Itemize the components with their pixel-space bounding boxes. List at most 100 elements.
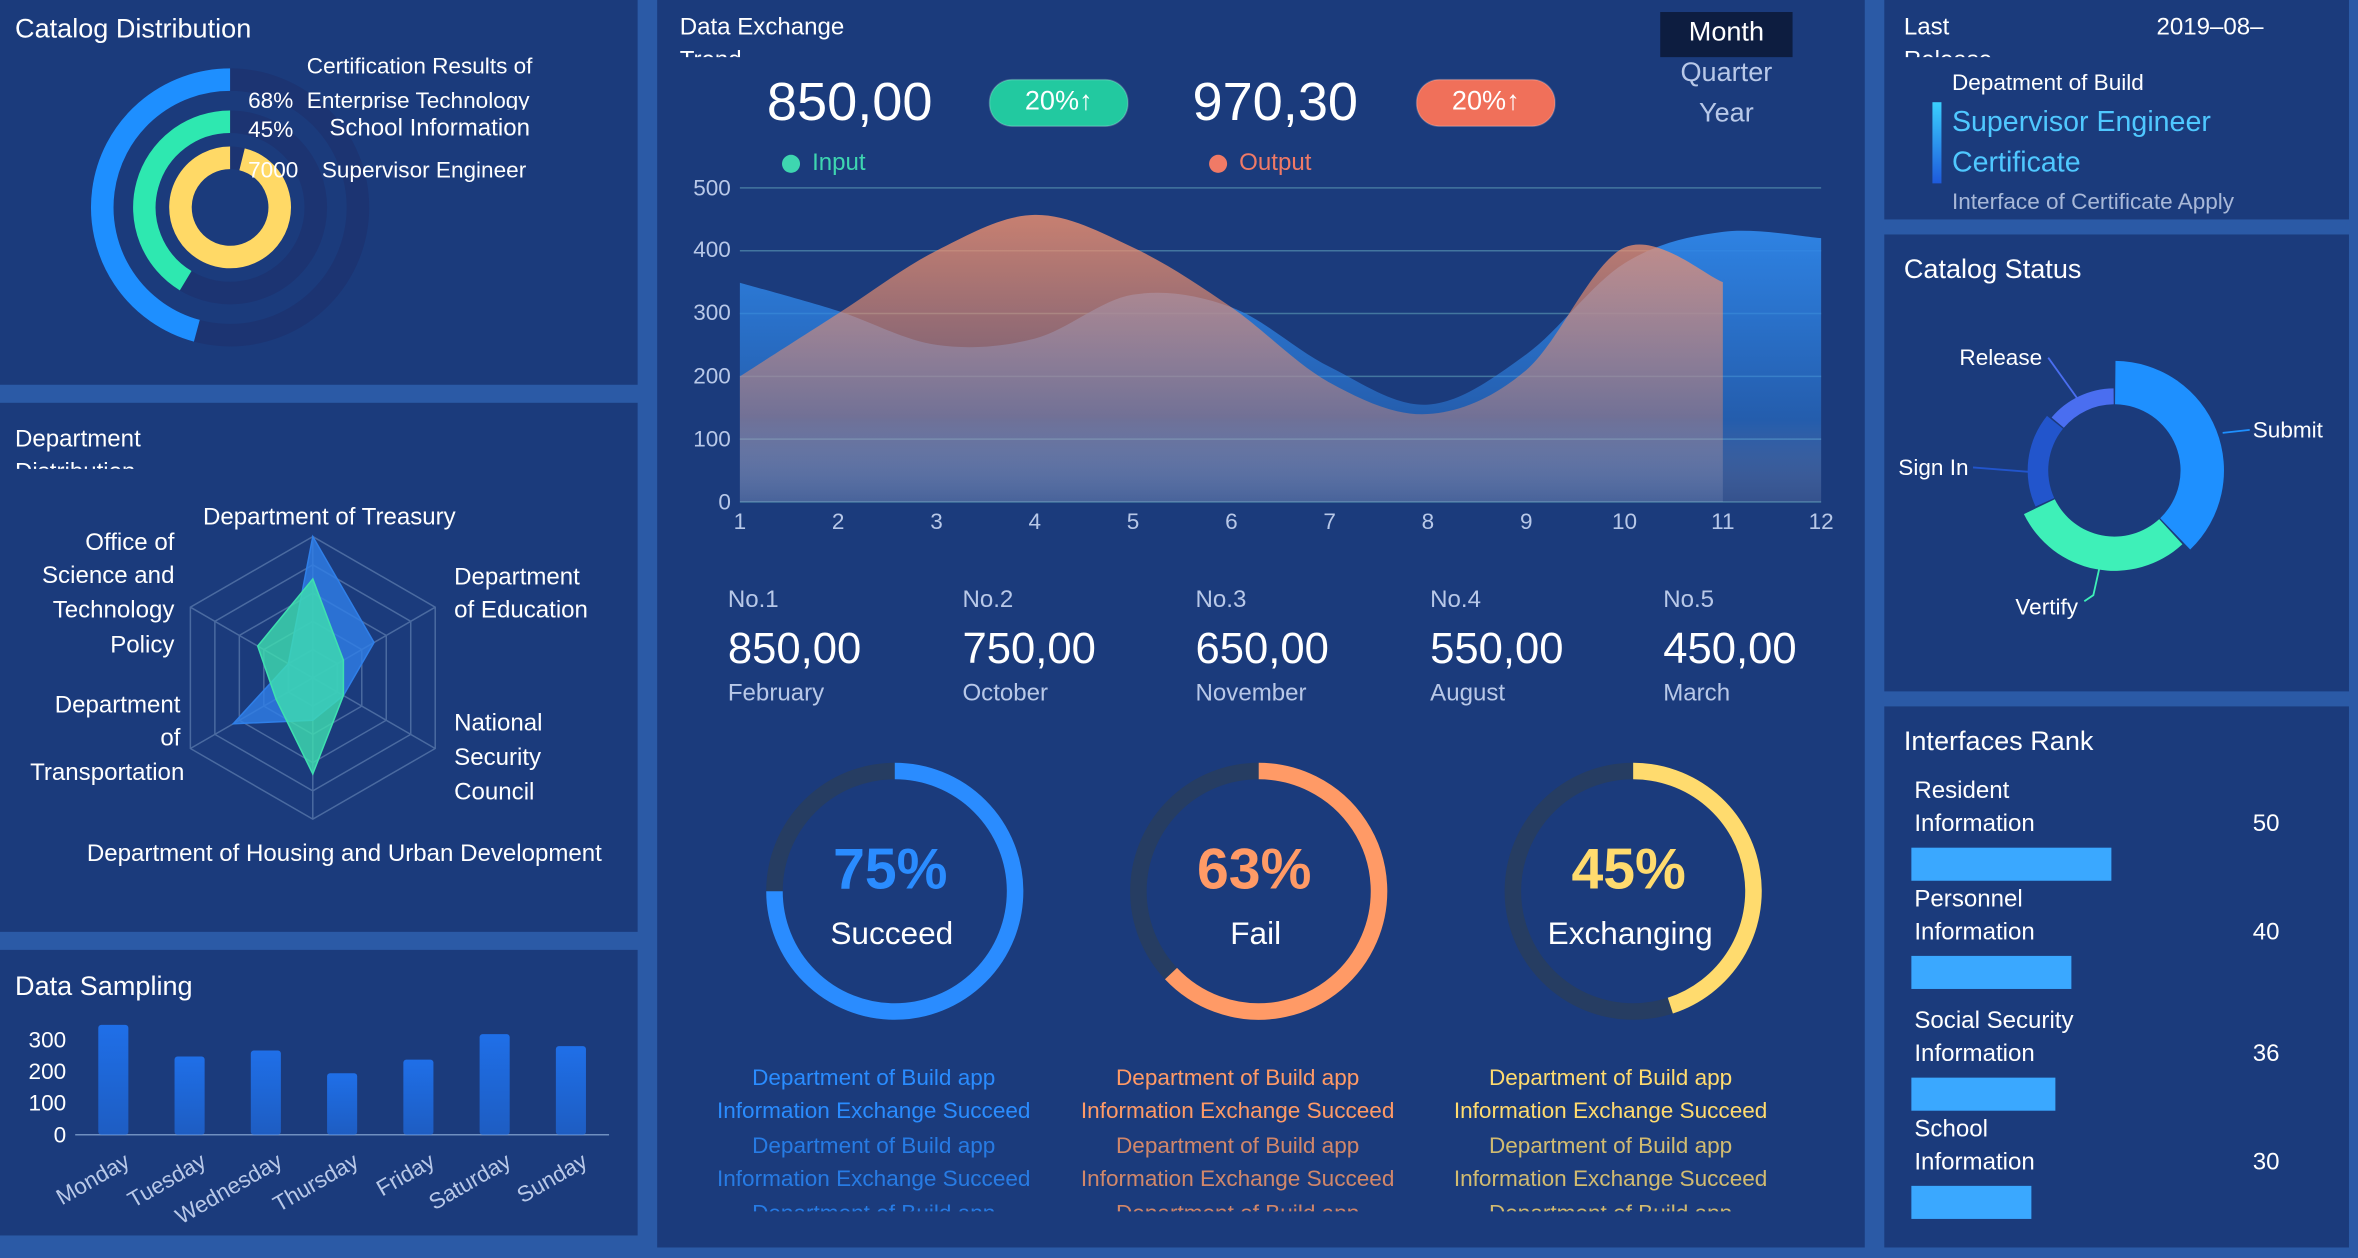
bar [1911, 1077, 2056, 1111]
message: Department of Build app [1489, 1198, 1732, 1212]
message: Department of Build app [1116, 1198, 1359, 1212]
bar [555, 1046, 586, 1135]
panel-title: Catalog Status [1903, 254, 2082, 285]
period-button[interactable]: Month [1688, 17, 1765, 48]
message: Department of Build app [1116, 1132, 1360, 1159]
donut-label: Vertify [2015, 594, 2079, 620]
leader-line [1972, 466, 2031, 473]
rank-item-label: Resident Information [1914, 778, 2035, 838]
x-tick-label: 11 [1711, 508, 1735, 535]
x-tick-label: Monday [52, 1148, 135, 1210]
ring-bar [133, 110, 231, 291]
gauge-arc [1164, 762, 1388, 1020]
rank-value: 750,00 [962, 624, 1096, 673]
bar [327, 1073, 358, 1135]
ring-value-label: 45% [248, 116, 294, 143]
title-clip: Last Release [1904, 12, 2054, 57]
donut-segment [2023, 499, 2183, 571]
y-tick-label: 0 [718, 489, 731, 515]
message: Information Exchange Succeed [716, 1098, 1031, 1125]
release-name: Supervisor Engineer Certificate [1951, 105, 2211, 179]
x-tick-label: 9 [1519, 508, 1533, 535]
message: Department of Build app [752, 1132, 996, 1159]
area [739, 214, 1723, 502]
rank-value: 650,00 [1195, 624, 1329, 673]
panel-title: Department Distribution [15, 426, 141, 469]
message: Information Exchange Succeed [1080, 1166, 1395, 1193]
rank-item-value: 40 [2252, 919, 2280, 946]
gauge-value: 63% [1197, 839, 1312, 903]
rank-month: November [1195, 680, 1307, 707]
interface-name: Interface of Certificate Apply [1951, 188, 2235, 215]
x-tick-label: 2 [831, 508, 845, 535]
message: Department of Build app [1488, 1132, 1733, 1159]
y-tick-label: 300 [28, 1027, 67, 1053]
release-date: 2019–08– [2156, 14, 2264, 41]
title-clip: Department Distribution [15, 424, 180, 469]
y-tick-label: 400 [693, 237, 731, 264]
rank-month: August [1430, 680, 1506, 707]
message: Department of Build app [1488, 1064, 1733, 1091]
gauge-label: Exchanging [1547, 917, 1713, 952]
ring-bar [169, 146, 291, 269]
bar [403, 1059, 434, 1135]
radar-label: National Security Council [454, 710, 543, 805]
x-tick-label: 8 [1421, 508, 1435, 535]
radar-label: Department of Education [454, 564, 588, 625]
ring-bar [90, 68, 231, 342]
x-tick-label: 5 [1126, 508, 1140, 535]
legend-label: Input [812, 149, 866, 176]
x-tick-label: 7 [1323, 508, 1336, 535]
leader-line [2222, 428, 2250, 434]
donut-label: Release [1959, 344, 2043, 371]
y-tick-label: 0 [53, 1121, 67, 1148]
x-tick-label: 1 [733, 508, 747, 535]
radar-area [256, 577, 345, 776]
message-list: Department of Build app Information Excha… [1012, 1061, 1463, 1212]
stat-value: 850,00 [766, 70, 933, 132]
panel-title: Data Sampling [15, 971, 193, 1002]
x-tick-label: Thursday [269, 1148, 364, 1217]
bar [1911, 1185, 2032, 1219]
radar-label: Department of Housing and Urban Developm… [86, 841, 602, 867]
message: Information Exchange Succeed [716, 1166, 1031, 1193]
period-button[interactable]: Year [1699, 98, 1754, 129]
x-tick-label: 6 [1225, 508, 1238, 535]
rank-label: No.3 [1195, 587, 1247, 613]
panel-title: Interfaces Rank [1903, 726, 2094, 757]
y-tick-label: 200 [28, 1058, 67, 1085]
donut-segment [2115, 360, 2224, 550]
message: Department of Build app [752, 1064, 996, 1091]
rank-month: February [727, 680, 825, 707]
rank-label: No.5 [1663, 587, 1715, 613]
badge [988, 78, 1129, 128]
rank-item-value: 36 [2252, 1041, 2280, 1067]
donut-label: Submit [2252, 417, 2323, 443]
rank-value: 850,00 [727, 624, 862, 673]
rank-item-label: School Information [1914, 1116, 2035, 1176]
panel-title: Data Exchange Trend [679, 15, 845, 57]
x-tick-label: 4 [1028, 508, 1042, 535]
bar [1911, 847, 2112, 881]
x-tick-label: 12 [1808, 508, 1834, 535]
x-tick-label: Sunday [513, 1148, 592, 1208]
radar-label: Department of Transportation [30, 692, 185, 786]
gauge-arc [1633, 762, 1762, 1014]
rank-label: No.2 [962, 587, 1014, 613]
rank-label: No.1 [727, 587, 779, 613]
x-tick-label: 10 [1611, 508, 1638, 535]
bar [98, 1024, 129, 1135]
rank-month: March [1663, 680, 1731, 707]
rank-item-label: Personnel Information [1914, 886, 2035, 946]
x-tick-label: 3 [930, 508, 943, 535]
bar [1911, 955, 2072, 989]
period-button[interactable]: Quarter [1680, 57, 1773, 88]
title-clip: Data Exchange Trend [680, 12, 875, 57]
donut-label: Sign In [1898, 454, 1969, 481]
legend-label: Output [1239, 149, 1312, 176]
y-tick-label: 200 [693, 363, 731, 390]
donut-segment [2051, 388, 2114, 428]
badge-label: 20%↑ [1024, 86, 1093, 117]
